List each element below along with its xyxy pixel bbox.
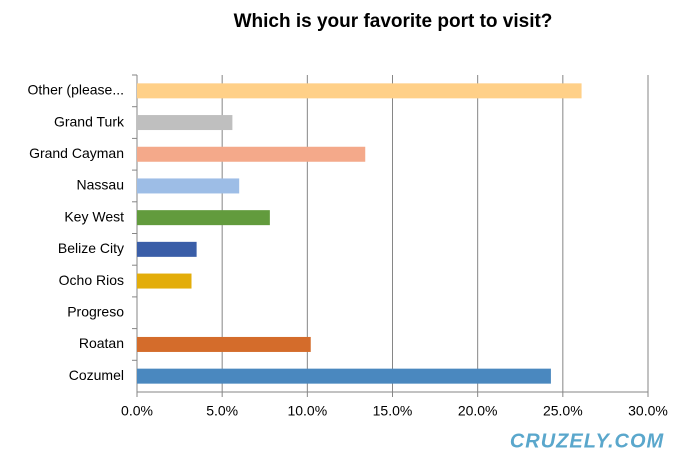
y-tick-label: Key West [64, 208, 124, 224]
x-tick-label: 15.0% [373, 403, 413, 419]
y-tick-label: Roatan [79, 335, 124, 351]
y-tick-label: Belize City [58, 240, 124, 256]
y-tick-label: Ocho Rios [59, 272, 124, 288]
x-tick-label: 30.0% [628, 403, 668, 419]
y-tick-label: Progreso [67, 303, 124, 319]
y-tick-label: Nassau [77, 177, 124, 193]
x-tick-label: 5.0% [206, 403, 238, 419]
x-tick-label: 10.0% [287, 403, 327, 419]
bar [137, 241, 197, 257]
x-tick-label: 25.0% [543, 403, 583, 419]
x-tick-label: 0.0% [121, 403, 153, 419]
x-tick-label: 20.0% [458, 403, 498, 419]
watermark: CRUZELY.COM [510, 430, 665, 452]
y-tick-label: Cozumel [69, 367, 124, 383]
bar [137, 115, 233, 131]
bar [137, 210, 270, 226]
y-tick-label: Other (please... [28, 82, 125, 98]
bar [137, 336, 311, 352]
y-tick-label: Grand Cayman [29, 145, 124, 161]
bar [137, 273, 192, 289]
bar [137, 368, 551, 384]
y-tick-label: Grand Turk [54, 113, 125, 129]
chart-title: Which is your favorite port to visit? [234, 11, 553, 32]
bar [137, 178, 240, 194]
bar [137, 146, 366, 162]
bar [137, 83, 582, 99]
